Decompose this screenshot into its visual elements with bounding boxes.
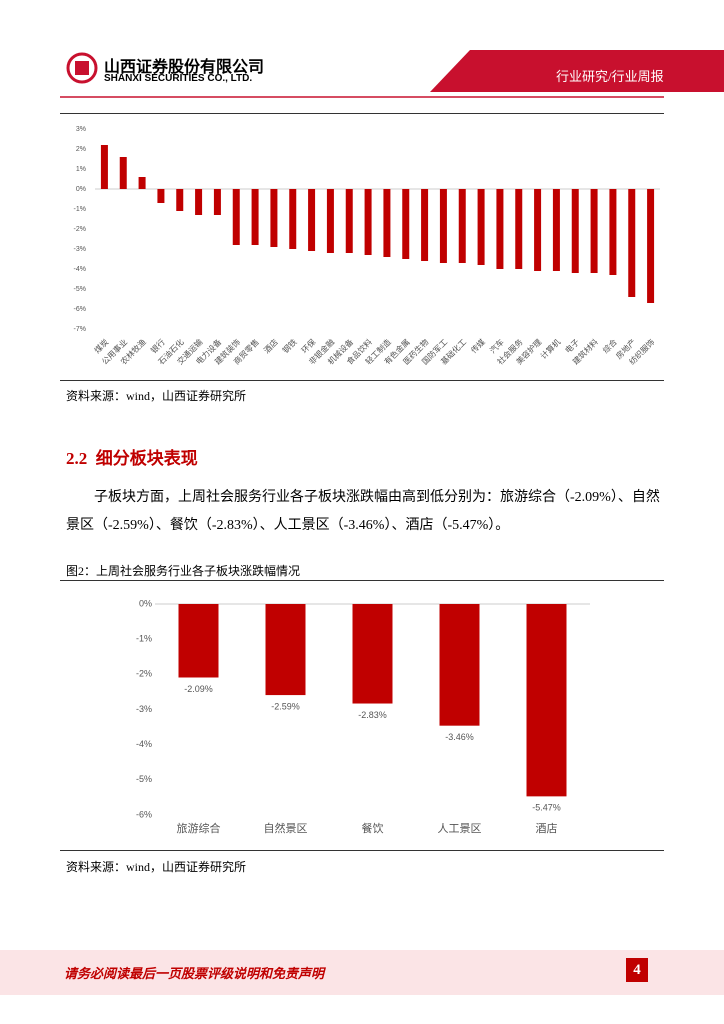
bar — [289, 189, 297, 249]
section-heading: 2.2 细分板块表现 — [66, 444, 198, 469]
data-label: -3.46% — [445, 732, 474, 742]
x-tick-label: 旅游综合 — [177, 821, 221, 835]
bar — [628, 189, 636, 297]
y-tick-label: -7% — [74, 326, 86, 333]
frame-rule — [60, 580, 664, 581]
bar — [571, 189, 579, 273]
source: 资料来源：wind，山西证券研究所 — [66, 860, 247, 874]
disclaimer: 请务必阅读最后一页股票评级说明和免责声明 — [64, 966, 325, 981]
company-name-en: SHANXI SECURITIES CO., LTD. — [104, 73, 253, 84]
bar — [421, 189, 429, 261]
bar — [345, 189, 353, 253]
x-tick-label: 自然景区 — [264, 821, 308, 835]
data-label: -2.59% — [271, 701, 300, 711]
y-tick-label: -3% — [136, 704, 152, 714]
bar — [138, 177, 146, 189]
header-art — [60, 50, 724, 98]
bar — [251, 189, 259, 245]
y-tick-label: 0% — [76, 186, 86, 193]
y-tick-label: -2% — [74, 226, 86, 233]
frame-rule — [60, 380, 664, 381]
y-tick-label: -2% — [136, 669, 152, 679]
bar — [439, 189, 447, 263]
frame-rule — [60, 850, 664, 851]
y-tick-label: -1% — [136, 634, 152, 644]
x-tick-label: 传媒 — [469, 337, 487, 355]
company-name: 山西证券股份有限公司 — [104, 59, 265, 76]
x-tick-label: 计算机 — [538, 337, 562, 361]
bar — [270, 189, 278, 247]
y-tick-label: 2% — [76, 146, 86, 153]
y-tick-label: -4% — [136, 739, 152, 749]
y-tick-label: -6% — [136, 809, 152, 819]
x-tick-label: 人工景区 — [438, 822, 482, 835]
y-tick-label: 1% — [76, 166, 86, 173]
bar — [526, 604, 567, 797]
x-tick-label: 酒店 — [536, 821, 558, 835]
y-tick-label: -3% — [74, 246, 86, 253]
bar — [308, 189, 316, 251]
report-category: 行业研究/行业周报 — [556, 69, 664, 84]
bar — [178, 604, 219, 678]
bar — [496, 189, 504, 269]
header-band — [430, 50, 724, 92]
footer-band — [0, 950, 724, 995]
bar — [364, 189, 372, 255]
bar — [213, 189, 221, 215]
bar — [176, 189, 184, 211]
paragraph: 子板块方面，上周社会服务行业各子板块涨跌幅由高到低分别为：旅游综合（-2.09%… — [66, 490, 660, 533]
bar — [232, 189, 240, 245]
y-tick-label: 3% — [76, 126, 86, 133]
data-label: -2.09% — [184, 684, 213, 694]
bar — [477, 189, 485, 265]
page-number: 4 — [626, 958, 648, 982]
figure-caption: 图2：上周社会服务行业各子板块涨跌幅情况 — [66, 564, 301, 578]
chart: 0% -1% -2% -3% -4% -5% -6% 旅游综合 -2.09% 自然景区 -2.59%… — [136, 598, 590, 835]
bar — [352, 604, 393, 704]
source: 资料来源：wind，山西证券研究所 — [66, 389, 247, 403]
data-label: -5.47% — [532, 803, 561, 813]
bar — [326, 189, 334, 253]
logo-core — [75, 61, 89, 75]
bar — [515, 189, 523, 269]
bar — [195, 189, 203, 215]
bar — [439, 604, 480, 726]
chart: 3%2%1%0%-1%-2%-3%-4%-5%-6%-7%煤炭公用事业农林牧渔银… — [74, 126, 660, 367]
bar — [119, 157, 127, 189]
section-number: 2.2 — [66, 449, 88, 468]
x-tick-label: 钢铁 — [280, 337, 298, 355]
x-tick-label: 酒店 — [261, 337, 279, 355]
logo — [66, 52, 98, 84]
bar — [265, 604, 306, 696]
y-tick-label: -5% — [74, 286, 86, 293]
y-tick-label: -1% — [74, 206, 86, 213]
bar — [383, 189, 391, 257]
y-tick-label: -4% — [74, 266, 86, 273]
bar — [590, 189, 598, 273]
bar — [609, 189, 617, 275]
bar — [647, 189, 655, 303]
x-tick-label: 餐饮 — [362, 821, 384, 835]
bar — [552, 189, 560, 271]
bar — [402, 189, 410, 259]
data-label: -2.83% — [358, 710, 387, 720]
bar — [157, 189, 165, 203]
y-tick-label: -6% — [74, 306, 86, 313]
y-tick-label: -5% — [136, 774, 152, 784]
y-tick-label: 0% — [139, 598, 152, 608]
bar — [100, 145, 108, 189]
frame-rule — [60, 113, 664, 114]
section-title: 细分板块表现 — [95, 449, 198, 468]
bar — [458, 189, 466, 263]
bar — [534, 189, 542, 271]
